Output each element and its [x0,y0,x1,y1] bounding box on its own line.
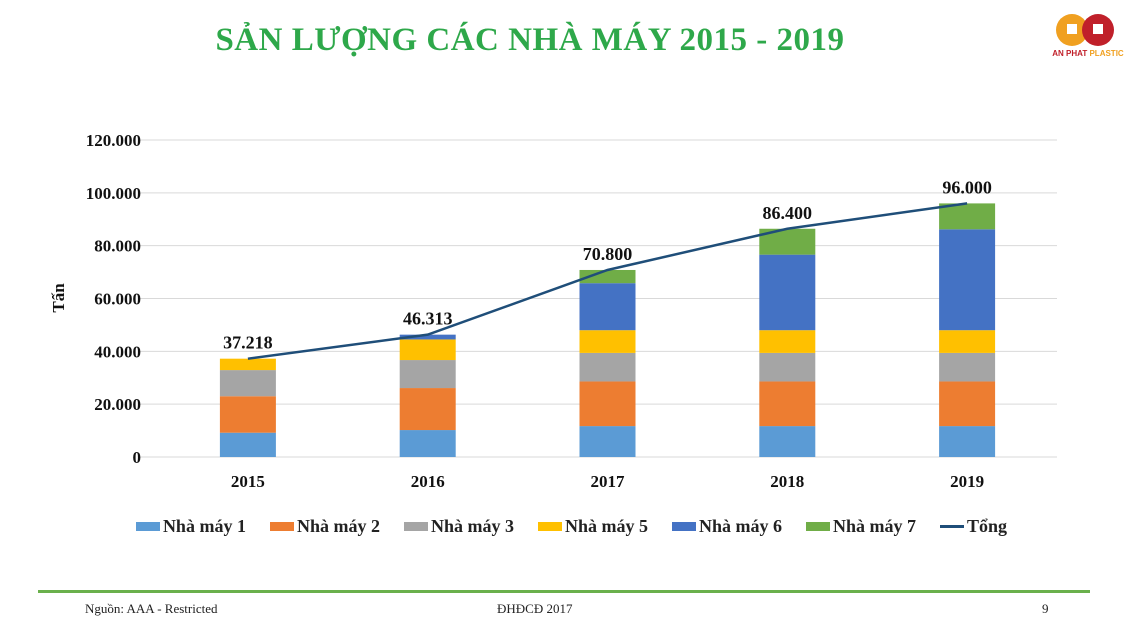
bar-segment [939,352,996,382]
x-tick-label: 2019 [950,472,984,491]
bar-segment [219,432,276,457]
footer-event: ĐHĐCĐ 2017 [497,601,573,616]
legend: Nhà máy 1 Nhà máy 2 Nhà máy 3 Nhà máy 5 … [0,516,1135,537]
legend-item: Nhà máy 3 [403,516,514,537]
bar-segment [579,330,636,353]
bar-segment [579,283,636,331]
legend-line [940,525,965,528]
legend-swatch [135,522,160,531]
legend-label: Nhà máy 5 [564,516,648,536]
data-label: 86.400 [763,203,813,223]
bar-segment [579,352,636,382]
x-tick-label: 2015 [231,472,265,491]
legend-item: Tổng [940,516,1007,537]
legend-swatch [672,522,696,531]
x-tick-label: 2018 [770,472,804,491]
footer-source: Nguồn: AAA - Restricted [85,601,218,616]
bar-segment [759,381,816,427]
bar-segment [399,388,456,431]
bar-segment [399,360,456,389]
data-label: 37.218 [223,333,273,353]
bar-segment [759,352,816,382]
bar-segment [939,381,996,427]
bar-segment [939,330,996,353]
legend-label: Nhà máy 6 [699,516,783,536]
legend-item: Nhà máy 2 [269,516,380,537]
legend-label: Nhà máy 2 [296,516,380,536]
legend-swatch [806,522,831,531]
bar-segment [759,254,816,331]
bar-segment [399,430,456,457]
y-tick-label: 0 [133,448,142,467]
stacked-bar-chart: 0 20.000 40.000 60.000 80.000 100.000 120.000 2… [49,131,1057,491]
page-number: 9 [1042,601,1049,616]
data-label: 46.313 [403,309,453,329]
footer-divider [38,590,1090,593]
x-tick-label: 2017 [591,472,626,491]
bar-segment [579,381,636,427]
bar-segment [939,203,996,230]
legend-label: Nhà máy 3 [430,516,514,536]
total-line [247,202,968,360]
legend-swatch [269,522,294,531]
bar-segment [399,339,456,361]
bar-segment [759,330,816,353]
legend-item: Nhà máy 5 [537,516,648,537]
y-tick-label: 80.000 [94,237,141,256]
y-tick-label: 120.000 [86,131,141,150]
y-axis-label: Tấn [49,283,68,313]
y-tick-label: 40.000 [94,342,141,361]
data-label: 96.000 [942,177,992,197]
bar-segment [399,334,456,340]
legend-swatch [403,522,428,531]
bar-segment [759,426,816,457]
x-tick-label: 2016 [411,472,445,491]
legend-item: Nhà máy 7 [806,516,916,537]
legend-label: Nhà máy 7 [833,516,917,536]
an-phat-plastic-logo: AN PHAT PLASTIC [1052,14,1124,58]
legend-label: Nhà máy 1 [162,516,246,536]
y-tick-label: 100.000 [86,184,141,203]
bar-segment [939,229,996,331]
legend-swatch [537,522,562,531]
legend-label: Tổng [967,516,1008,536]
legend-item: Nhà máy 6 [672,516,782,537]
legend-item: Nhà máy 1 [135,516,246,537]
y-tick-label: 60.000 [94,290,141,309]
bar-segment [579,269,636,284]
bar-segment [219,358,276,371]
y-tick-label: 20.000 [94,395,141,414]
bar-segment [219,370,276,397]
svg-text:AN PHAT PLASTIC: AN PHAT PLASTIC [1052,49,1124,58]
bar-segment [939,426,996,457]
page-title: SẢN LƯỢNG CÁC NHÀ MÁY 2015 - 2019 [215,22,845,58]
bar-segment [219,396,276,433]
data-label: 70.800 [583,244,633,264]
bar-segment [579,426,636,457]
